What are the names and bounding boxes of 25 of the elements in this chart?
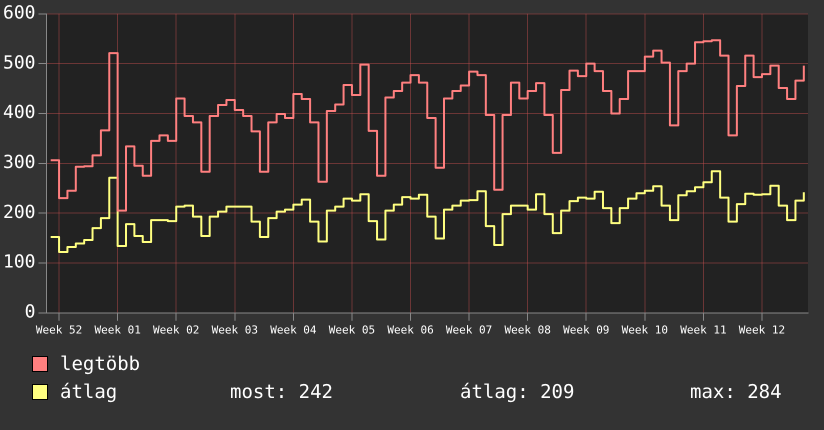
x-tick-label: Week 10 [622,323,668,336]
x-tick-label: Week 07 [446,323,492,336]
text: átlag: 209 [460,381,576,403]
y-tick-label: 400 [2,102,36,124]
x-tick-label: Week 06 [387,323,434,336]
y-tick-label: 300 [2,152,36,173]
y-tick-label: 100 [2,252,36,273]
legend-label: átlag [60,381,118,403]
x-tick-label: Week 11 [680,323,727,336]
text: max: 284 [690,381,783,403]
x-tick-label: Week 03 [212,323,258,336]
x-tick-label: Week 04 [270,323,317,336]
legend-label: legtöbb [60,353,142,375]
x-tick-label: Week 09 [563,323,610,336]
x-tick-label: Week 52 [36,323,82,336]
y-tick-label: 0 [24,301,36,322]
x-tick-label: Week 05 [328,323,376,336]
x-tick-label: Week 08 [504,323,551,336]
x-tick-label: Week 02 [153,323,200,336]
y-tick-label: 600 [2,2,36,24]
x-tick-label: Week 01 [94,323,141,336]
text: most: 242 [230,381,334,403]
y-tick-label: 500 [2,52,36,74]
x-tick-label: Week 12 [738,323,786,336]
y-tick-label: 200 [2,202,36,223]
